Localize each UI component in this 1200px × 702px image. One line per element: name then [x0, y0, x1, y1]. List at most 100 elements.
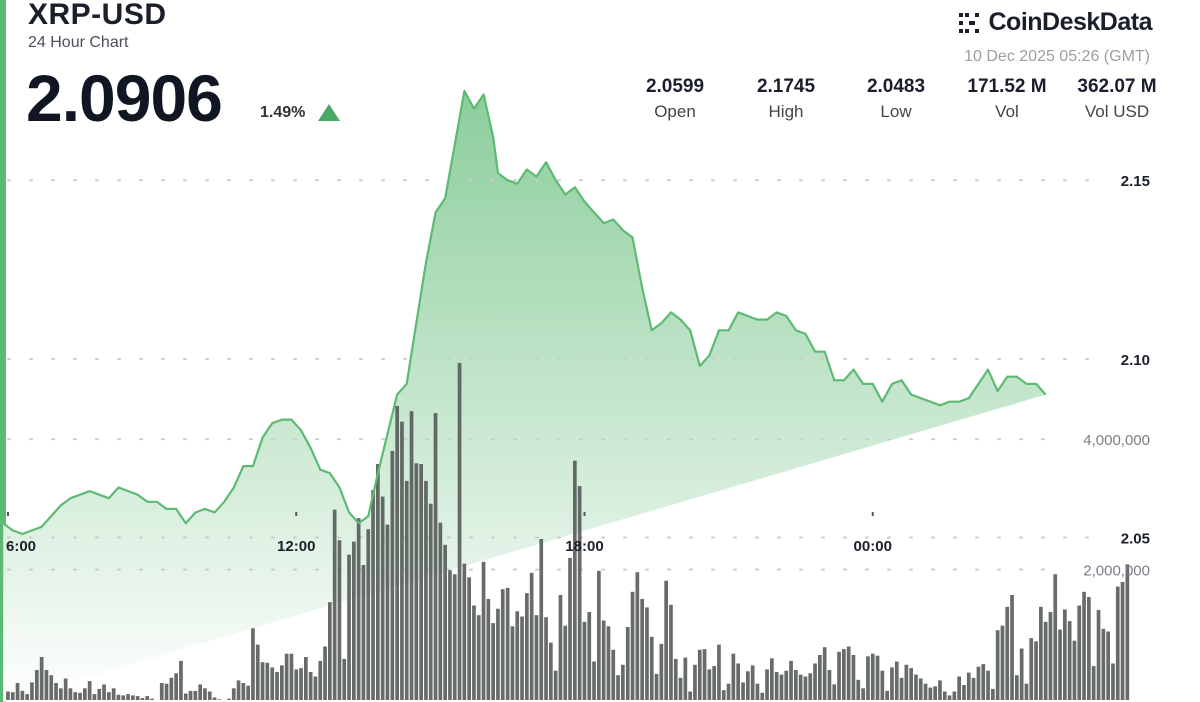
volume-bar [217, 699, 222, 700]
volume-bar [179, 660, 183, 700]
volume-bar [380, 496, 385, 700]
volume-bar [150, 698, 154, 700]
stat-open-value: 2.0599 [645, 76, 705, 97]
volume-bar [280, 665, 284, 700]
volume-bar [107, 692, 111, 700]
volume-bar [227, 698, 231, 700]
x-tick-label: 12:00 [277, 538, 315, 555]
volume-bar [890, 667, 894, 700]
volume-bar [746, 671, 750, 700]
volume-bar [73, 692, 78, 700]
volume-bar [755, 683, 760, 700]
volume-bar [683, 657, 688, 700]
price-change-percent: 1.49% [260, 104, 306, 121]
volume-bar [481, 561, 486, 700]
stat-open-label: Open [654, 102, 696, 121]
volume-bar [933, 686, 937, 700]
brand-name: CoinDeskData [988, 8, 1153, 36]
volume-bar [1091, 666, 1096, 700]
volume-bar [741, 682, 745, 700]
volume-bar [625, 627, 630, 700]
volume-bar [794, 670, 798, 700]
volume-bar [212, 697, 217, 700]
volume-bar [87, 681, 92, 700]
volume-bar [779, 674, 784, 700]
volume-bar [174, 673, 178, 700]
volume-bar [664, 580, 668, 700]
volume-bar [63, 678, 68, 700]
stat-vol-usd: 362.07 M Vol USD [1062, 76, 1172, 122]
volume-bar [510, 626, 515, 700]
volume-bar [462, 563, 467, 700]
volume-bar [1120, 582, 1125, 700]
volume-bar [938, 680, 942, 700]
volume-bar [1106, 631, 1110, 700]
volume-bar [928, 687, 933, 700]
volume-bar [1048, 612, 1053, 700]
stat-high-label: High [768, 102, 804, 121]
stat-vol-usd-label: Vol USD [1084, 102, 1150, 121]
volume-bar [568, 557, 572, 700]
volume-bar [308, 672, 313, 700]
volume-bar [947, 695, 952, 700]
volume-bar [371, 490, 375, 700]
volume-bar [1087, 597, 1091, 700]
volume-bar [553, 670, 558, 700]
volume-bar [25, 694, 29, 700]
volume-bar [702, 649, 707, 700]
volume-bar [582, 621, 587, 700]
volume-bar [385, 524, 390, 700]
volume-bar [573, 460, 577, 700]
triangle-up-icon [318, 104, 340, 121]
volume-bar [116, 694, 121, 700]
price-axis-label: 2.10 [1121, 352, 1150, 369]
volume-bar [736, 663, 740, 700]
volume-bar [476, 615, 481, 700]
timestamp: 10 Dec 2025 05:26 (GMT) [964, 48, 1150, 65]
volume-bar [649, 636, 654, 700]
volume-axis-label: 4,000,000 [1083, 432, 1150, 449]
volume-bar [400, 421, 404, 700]
volume-bar [789, 660, 793, 700]
volume-bar [525, 593, 529, 700]
volume-bar [995, 630, 1000, 700]
stat-open: 2.0599 Open [620, 76, 730, 122]
volume-bar [30, 682, 34, 700]
current-price: 2.0906 [26, 61, 223, 135]
volume-bar [630, 591, 635, 700]
volume-bar [428, 503, 433, 700]
volume-bar [957, 676, 961, 700]
volume-bar [164, 683, 169, 700]
volume-bar [111, 688, 116, 700]
stat-low: 2.0483 Low [841, 76, 951, 122]
volume-bar [520, 616, 524, 700]
volume-bar [822, 647, 827, 700]
x-tick-label: 6:00 [6, 538, 36, 555]
volume-bar [126, 694, 130, 700]
volume-bar [457, 362, 462, 700]
volume-bar [1005, 606, 1010, 700]
volume-bar [140, 698, 145, 700]
volume-bar [1010, 595, 1014, 700]
volume-bar [318, 660, 323, 700]
price-axis-label: 2.15 [1121, 173, 1150, 190]
volume-bar [918, 678, 923, 700]
volume-bar [645, 607, 649, 700]
volume-bar [986, 670, 990, 700]
brand[interactable]: CoinDeskData [957, 8, 1153, 37]
volume-bar [885, 690, 889, 700]
volume-bar [236, 680, 241, 700]
volume-bar [678, 677, 683, 700]
volume-bar [697, 649, 702, 700]
volume-bar [659, 643, 664, 700]
volume-bar [68, 688, 73, 700]
volume-bar [102, 684, 106, 700]
volume-bar [770, 658, 774, 700]
volume-bar [971, 677, 976, 700]
volume-bar [500, 589, 505, 700]
volume-bar [294, 669, 299, 700]
volume-bar [409, 411, 414, 700]
volume-bar [707, 669, 712, 700]
volume-bar [448, 570, 452, 700]
